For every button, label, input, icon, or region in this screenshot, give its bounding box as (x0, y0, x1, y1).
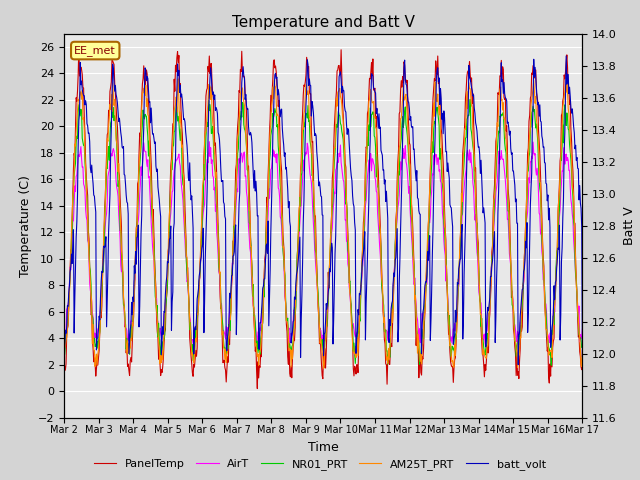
PanelTemp (243, 110, 250, 116)
Y-axis label: Temperature (C): Temperature (C) (19, 175, 32, 276)
AirT (482, 344, 490, 350)
batt_volt (242, 92, 250, 97)
AM25T_PRT (407, 189, 415, 194)
AirT (406, 206, 414, 212)
NR01_PRT (262, 257, 269, 263)
batt_volt (515, 362, 522, 368)
AirT (217, 301, 225, 307)
PanelTemp (253, 386, 261, 392)
AM25T_PRT (320, 365, 328, 371)
NR01_PRT (467, 96, 474, 102)
batt_volt (563, 53, 570, 59)
Line: batt_volt: batt_volt (64, 56, 582, 365)
NR01_PRT (547, 362, 555, 368)
AM25T_PRT (579, 353, 586, 359)
AM25T_PRT (262, 241, 270, 247)
PanelTemp (378, 266, 385, 272)
Legend: PanelTemp, AirT, NR01_PRT, AM25T_PRT, batt_volt: PanelTemp, AirT, NR01_PRT, AM25T_PRT, ba… (90, 455, 550, 474)
AirT (243, 189, 250, 195)
Y-axis label: Batt V: Batt V (623, 206, 636, 245)
PanelTemp (263, 194, 271, 200)
Line: AM25T_PRT: AM25T_PRT (64, 79, 582, 368)
batt_volt (60, 361, 68, 367)
batt_volt (376, 124, 384, 130)
PanelTemp (217, 306, 225, 312)
AirT (377, 267, 385, 273)
batt_volt (216, 149, 224, 155)
AM25T_PRT (121, 311, 129, 316)
Line: AirT: AirT (64, 142, 582, 347)
AM25T_PRT (174, 76, 182, 82)
PanelTemp (75, 43, 83, 49)
AirT (121, 322, 129, 327)
PanelTemp (407, 167, 415, 172)
batt_volt (262, 259, 269, 265)
PanelTemp (579, 348, 586, 353)
NR01_PRT (579, 344, 586, 349)
Line: NR01_PRT: NR01_PRT (64, 99, 582, 365)
NR01_PRT (242, 132, 250, 138)
AM25T_PRT (217, 301, 225, 307)
PanelTemp (122, 321, 129, 327)
AirT (60, 339, 68, 345)
X-axis label: Time: Time (308, 441, 339, 454)
batt_volt (406, 106, 413, 111)
AM25T_PRT (378, 276, 385, 281)
NR01_PRT (216, 270, 224, 276)
batt_volt (121, 172, 129, 178)
Text: EE_met: EE_met (74, 45, 116, 56)
AirT (205, 139, 213, 144)
AirT (579, 326, 586, 332)
AM25T_PRT (243, 142, 250, 147)
Line: PanelTemp: PanelTemp (64, 46, 582, 389)
NR01_PRT (376, 232, 384, 238)
AM25T_PRT (60, 358, 68, 364)
batt_volt (579, 354, 586, 360)
Title: Temperature and Batt V: Temperature and Batt V (232, 15, 415, 30)
NR01_PRT (121, 313, 129, 319)
NR01_PRT (60, 343, 68, 349)
AirT (262, 243, 270, 249)
PanelTemp (60, 370, 68, 376)
NR01_PRT (406, 168, 413, 174)
